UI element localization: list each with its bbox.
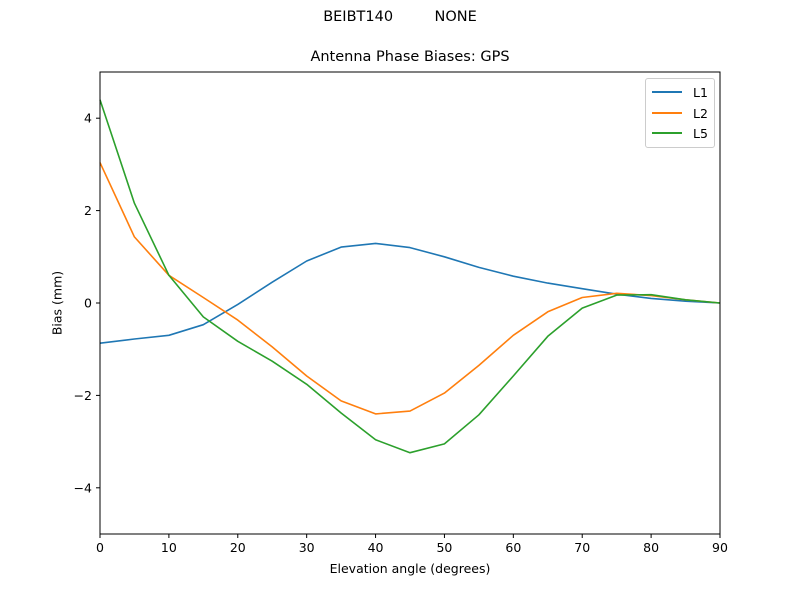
legend-line-icon [652,91,682,93]
legend-item-l5: L5 [652,123,708,143]
y-tick-label: 0 [84,296,92,311]
x-tick-label: 50 [436,540,452,555]
x-axis-label: Elevation angle (degrees) [329,561,491,576]
legend-item-l2: L2 [652,103,708,123]
legend-label: L5 [693,125,708,141]
series-line-l1 [99,242,721,344]
axes-frame [99,71,721,535]
legend-item-l1: L1 [652,82,708,102]
legend-label: L1 [693,84,708,100]
x-tick-label: 0 [96,540,104,555]
legend-line-icon [652,112,682,114]
x-tick-label: 40 [368,540,384,555]
figure-suptitle: BEIBT140 NONE [323,9,477,25]
legend-label: L2 [693,105,708,121]
x-tick-label: 70 [574,540,590,555]
x-axis-ticks: 0 10 20 30 40 50 60 70 80 90 [96,534,728,555]
x-tick-label: 10 [161,540,177,555]
data-lines [99,99,721,454]
x-tick-label: 20 [230,540,246,555]
x-tick-label: 60 [505,540,521,555]
y-tick-label: −4 [74,480,92,495]
y-axis-ticks: −4 −2 0 2 4 [74,111,100,495]
y-tick-label: −2 [74,388,92,403]
series-line-l2 [99,162,721,415]
series-line-l5 [99,99,721,454]
y-tick-label: 2 [84,203,92,218]
x-tick-label: 30 [299,540,315,555]
legend-line-icon [652,132,682,134]
x-tick-label: 80 [643,540,659,555]
y-tick-label: 4 [84,111,92,126]
x-tick-label: 90 [712,540,728,555]
legend: L1 L2 L5 [645,78,715,148]
chart-title: Antenna Phase Biases: GPS [310,49,510,65]
